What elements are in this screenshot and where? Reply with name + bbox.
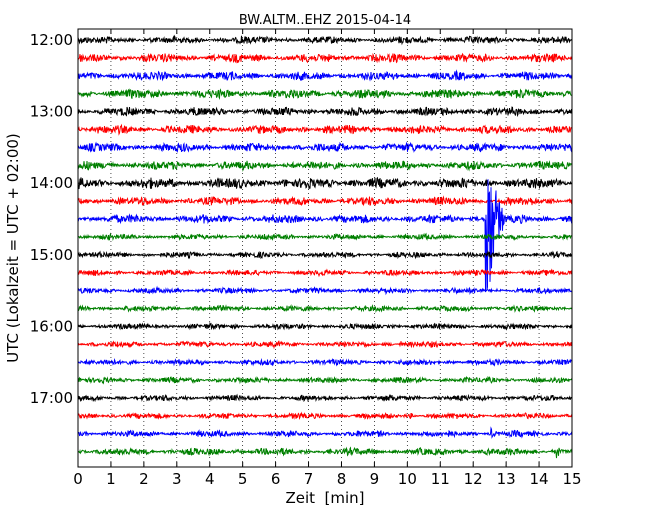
y-tick-label: 15:00 (30, 246, 73, 264)
y-axis-label: UTC (Lokalzeit = UTC + 02:00) (4, 133, 22, 363)
x-tick-label: 11 (431, 470, 450, 488)
traces (77, 34, 573, 459)
x-tick-label: 6 (271, 470, 281, 488)
trace-line (77, 340, 573, 350)
plot-frame (77, 28, 573, 468)
trace-line (77, 268, 573, 278)
trace-line (77, 393, 573, 403)
x-tick-label: 0 (73, 470, 83, 488)
x-tick-label: 9 (370, 470, 380, 488)
trace-line (77, 141, 573, 154)
x-tick-label: 3 (172, 470, 182, 488)
trace-line (77, 375, 573, 385)
trace-line (77, 160, 573, 172)
trace-line (77, 426, 573, 439)
trace-line (77, 34, 573, 46)
trace-line (77, 52, 573, 64)
trace-line (77, 357, 573, 367)
x-tick-label: 8 (337, 470, 347, 488)
x-tick-label: 4 (205, 470, 215, 488)
x-tick-label: 12 (464, 470, 483, 488)
y-tick-label: 12:00 (30, 31, 73, 49)
chart-title: BW.ALTM..EHZ 2015-04-14 (239, 13, 411, 28)
y-tick-label: 13:00 (30, 103, 73, 121)
trace-line (77, 179, 573, 293)
trace-line (77, 106, 573, 118)
x-tick-label: 2 (139, 470, 149, 488)
trace-line (77, 446, 573, 459)
x-tick-label: 10 (398, 470, 417, 488)
x-tick-label: 5 (238, 470, 248, 488)
y-tick-label: 16:00 (30, 317, 73, 335)
trace-line (78, 304, 573, 314)
trace-line (77, 250, 573, 260)
x-axis-label: Zeit [min] (285, 489, 364, 507)
trace-line (77, 285, 573, 296)
trace-line (77, 411, 573, 420)
trace-line (77, 232, 573, 242)
x-tick-label: 13 (497, 470, 516, 488)
ticks: 0 1 2 3 4 5 6 7 8 9 10 11 12 13 14 1512:0013:0014:0015:… (30, 29, 582, 488)
x-tick-label: 15 (562, 470, 581, 488)
x-tick-label: 14 (530, 470, 549, 488)
trace-line (77, 69, 573, 82)
trace-line (77, 123, 573, 136)
trace-line (77, 88, 573, 100)
trace-line (77, 321, 573, 331)
x-tick-label: 1 (106, 470, 116, 488)
y-tick-label: 17:00 (30, 389, 73, 407)
trace-line (77, 176, 573, 191)
y-tick-label: 14:00 (30, 174, 73, 192)
x-tick-label: 7 (304, 470, 314, 488)
